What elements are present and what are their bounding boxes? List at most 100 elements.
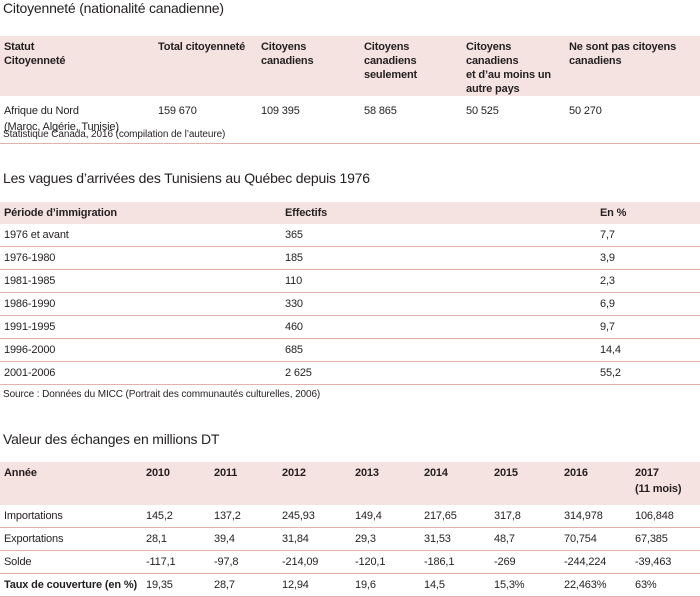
- header-label: 2012: [282, 467, 306, 479]
- waves-table: Période d’immigration Effectifs En % 197…: [0, 202, 700, 385]
- row-label: Solde: [4, 556, 32, 568]
- count-cell: 685: [285, 344, 303, 356]
- period-cell: 1976-1980: [4, 252, 56, 264]
- percent-cell: 14,4: [600, 344, 621, 356]
- header-year: 2010: [142, 462, 210, 505]
- cell-value: -117,1: [146, 556, 176, 568]
- percent-cell: 2,3: [600, 275, 615, 287]
- cell-value: 145,2: [146, 510, 173, 522]
- cell-value: 31,84: [282, 533, 309, 545]
- header-label: 2017: [635, 467, 659, 479]
- cell-value: 15,3%: [494, 579, 525, 591]
- cell-value: -97,8: [214, 556, 239, 568]
- header-label: 2010: [146, 467, 170, 479]
- header-year: 2017 (11 mois): [631, 462, 700, 505]
- cell-value: 50 270: [569, 105, 602, 117]
- waves-source: Source : Données du MICC (Portrait des c…: [3, 389, 321, 400]
- percent-cell: 7,7: [600, 229, 615, 241]
- header-line: Statut: [4, 41, 35, 53]
- cell-value: 245,93: [282, 510, 315, 522]
- header-pourcentage: En %: [596, 202, 700, 224]
- cell-value: 39,4: [214, 533, 235, 545]
- cell-value: 106,848: [635, 510, 674, 522]
- cell-value: -39,463: [635, 556, 672, 568]
- table-row: Solde -117,1 -97,8 -214,09 -120,1 -186,1 -269 -…: [0, 551, 700, 574]
- period-cell: 1981-1985: [4, 275, 56, 287]
- cell-value: 137,2: [214, 510, 241, 522]
- header-label: 2014: [424, 467, 448, 479]
- citizenship-header-row: Statut Citoyenneté Total citoyenneté Cit…: [0, 36, 700, 96]
- row-label-line: (Maroc, Algérie, Tunisie): [4, 121, 119, 133]
- cell-value: -120,1: [355, 556, 386, 568]
- cell-value: -186,1: [424, 556, 455, 568]
- percent-cell: 6,9: [600, 298, 615, 310]
- header-year: 2013: [351, 462, 420, 505]
- period-cell: 1986-1990: [4, 298, 56, 310]
- trade-title: Valeur des échanges en millions DT: [3, 431, 220, 447]
- cell-value: 28,7: [214, 579, 235, 591]
- table-row: 2001-2006 2 625 55,2: [0, 362, 700, 385]
- percent-cell: 55,2: [600, 367, 621, 379]
- count-cell: 185: [285, 252, 303, 264]
- cell-value: 31,53: [424, 533, 451, 545]
- header-periode: Période d’immigration: [0, 202, 281, 224]
- cell-value: 14,5: [424, 579, 445, 591]
- waves-title: Les vagues d’arrivées des Tunisiens au Q…: [3, 170, 370, 186]
- table-row: Importations 145,2 137,2 245,93 149,4 217,65 3…: [0, 505, 700, 528]
- table-row: 1981-1985 110 2,3: [0, 270, 700, 293]
- citizenship-title: Citoyenneté (nationalité canadienne): [3, 0, 224, 16]
- period-cell: 2001-2006: [4, 367, 56, 379]
- period-cell: 1976 et avant: [4, 229, 69, 241]
- cell-value: 159 670: [158, 105, 197, 117]
- header-label: 2015: [494, 467, 518, 479]
- header-note: (11 mois): [635, 483, 682, 495]
- cell-value: 58 865: [364, 105, 397, 117]
- cell-value: 22,463%: [564, 579, 607, 591]
- table-row: 1986-1990 330 6,9: [0, 293, 700, 316]
- header-label: 2011: [214, 467, 238, 479]
- table-row: 1976 et avant 365 7,7: [0, 224, 700, 247]
- row-label-line: Afrique du Nord: [4, 105, 79, 117]
- table-row: Exportations 28,1 39,4 31,84 29,3 31,53 48,7 70…: [0, 528, 700, 551]
- header-label: 2016: [564, 467, 588, 479]
- trade-header-row: Année 2010 2011 2012 2013 2014 2015 2016 2017 (11…: [0, 462, 700, 505]
- table-row: Afrique du Nord (Maroc, Algérie, Tunisie…: [0, 96, 700, 144]
- header-line: Citoyens canadiens: [466, 41, 519, 67]
- period-cell: 1991-1995: [4, 321, 56, 333]
- header-line: Citoyens canadiens: [261, 41, 314, 67]
- header-line: canadiens: [569, 55, 622, 67]
- header-citoyens-seulement: Citoyens canadiens seulement: [360, 36, 462, 96]
- table-row: Taux de couverture (en %) 19,35 28,7 12,94 1…: [0, 574, 700, 597]
- table-row: 1991-1995 460 9,7: [0, 316, 700, 339]
- header-statut: Statut Citoyenneté: [0, 36, 154, 96]
- header-citoyens-autre-pays: Citoyens canadiens et d’au moins un autr…: [462, 36, 565, 96]
- table-row: 1996-2000 685 14,4: [0, 339, 700, 362]
- cell-value: -214,09: [282, 556, 319, 568]
- header-year: 2012: [278, 462, 351, 505]
- header-line: Citoyens canadiens: [364, 41, 417, 67]
- cell-value: 19,6: [355, 579, 376, 591]
- header-non-citoyens: Ne sont pas citoyens canadiens: [565, 36, 700, 96]
- header-line: Total citoyenneté: [158, 41, 246, 53]
- period-cell: 1996-2000: [4, 344, 56, 356]
- cell-value: 109 395: [261, 105, 300, 117]
- cell-value: 19,35: [146, 579, 173, 591]
- header-line: et d’au moins un: [466, 69, 551, 81]
- header-label: Année: [4, 467, 37, 479]
- cell-value: 70,754: [564, 533, 597, 545]
- header-label: 2013: [355, 467, 379, 479]
- cell-value: 48,7: [494, 533, 515, 545]
- cell-value: 29,3: [355, 533, 376, 545]
- row-label: Taux de couverture (en %): [4, 579, 137, 591]
- header-year: 2016: [560, 462, 631, 505]
- count-cell: 2 625: [285, 367, 312, 379]
- citizenship-table: Statut Citoyenneté Total citoyenneté Cit…: [0, 36, 700, 144]
- header-year: 2011: [210, 462, 278, 505]
- percent-cell: 9,7: [600, 321, 615, 333]
- cell-value: 149,4: [355, 510, 382, 522]
- cell-value: 50 525: [466, 105, 499, 117]
- header-effectifs: Effectifs: [281, 202, 596, 224]
- percent-cell: 3,9: [600, 252, 615, 264]
- cell-value: 317,8: [494, 510, 521, 522]
